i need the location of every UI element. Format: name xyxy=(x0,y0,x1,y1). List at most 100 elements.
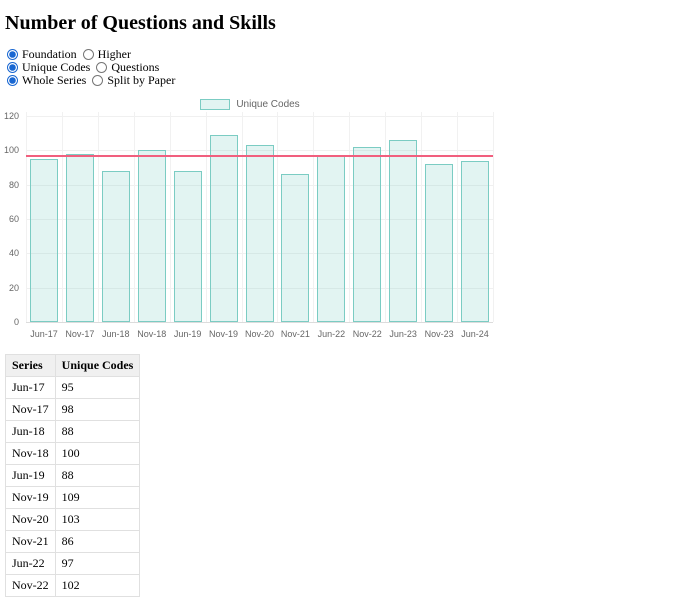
cell-series: Jun-22 xyxy=(5,552,56,575)
gridline-y-80 xyxy=(26,184,493,186)
y-axis-tick-0: 0 xyxy=(13,317,19,327)
cell-series: Jun-18 xyxy=(5,420,56,443)
cell-series: Nov-17 xyxy=(5,398,56,421)
cell-series: Nov-22 xyxy=(5,574,56,597)
gridline-x-8 xyxy=(313,112,315,322)
cell-unique-codes: 102 xyxy=(54,574,141,597)
table-row-nov-22: Nov-22 102 xyxy=(5,574,141,597)
radio-label-unique-codes: Unique Codes xyxy=(22,60,91,74)
bar-chart: Unique Codes 0 20 40 60 80 100 120 Jun-17 Nov-17… xyxy=(0,96,500,346)
bar-nov-22 xyxy=(353,146,382,322)
gridline-x-2 xyxy=(97,112,99,322)
cell-unique-codes: 88 xyxy=(54,464,141,487)
gridline-y-120 xyxy=(26,116,493,117)
bar-jun-22 xyxy=(317,155,346,322)
gridline-x-7 xyxy=(277,112,279,322)
gridline-y-0 xyxy=(26,322,493,323)
gridline-x-11 xyxy=(421,112,423,322)
x-axis-tick-jun-18: Jun-18 xyxy=(102,329,130,339)
radio-label-split-by-paper: Split by Paper xyxy=(107,73,176,87)
radio-option-whole-series[interactable]: Whole Series xyxy=(7,74,86,86)
cell-series: Nov-19 xyxy=(5,486,56,509)
radio-input-unique-codes[interactable] xyxy=(7,61,18,73)
x-axis-tick-jun-22: Jun-22 xyxy=(317,329,346,339)
cell-unique-codes: 103 xyxy=(54,508,141,531)
column-header-series: Series xyxy=(5,354,56,377)
bar-jun-23 xyxy=(389,140,418,322)
radio-label-whole-series: Whole Series xyxy=(22,73,87,87)
cell-unique-codes: 86 xyxy=(54,530,141,553)
y-axis-tick-20: 20 xyxy=(8,282,19,293)
radio-input-whole-series[interactable] xyxy=(7,74,18,86)
radio-input-questions[interactable] xyxy=(96,61,108,73)
cell-series: Jun-17 xyxy=(5,376,56,399)
y-axis-tick-120: 120 xyxy=(3,111,19,121)
gridline-x-10 xyxy=(385,112,387,322)
cell-series: Nov-18 xyxy=(5,442,56,465)
gridline-x-4 xyxy=(169,112,171,322)
bar-nov-18 xyxy=(137,150,166,322)
bar-jun-17 xyxy=(29,158,58,322)
radio-option-higher[interactable]: Higher xyxy=(82,48,131,60)
legend-swatch-icon xyxy=(200,99,231,110)
gridline-x-3 xyxy=(133,112,135,322)
table-row-jun-17: Jun-17 95 xyxy=(5,376,141,399)
x-axis-tick-nov-23: Nov-23 xyxy=(424,329,454,339)
radio-option-foundation[interactable]: Foundation xyxy=(7,48,77,60)
y-axis-tick-80: 80 xyxy=(8,179,19,190)
y-axis-tick-40: 40 xyxy=(8,248,19,259)
bar-jun-24 xyxy=(461,160,490,322)
gridline-x-5 xyxy=(205,112,207,322)
table-row-nov-20: Nov-20 103 xyxy=(5,508,141,531)
gridline-y-100 xyxy=(26,150,493,152)
radio-input-foundation[interactable] xyxy=(7,48,18,60)
gridline-x-6 xyxy=(241,112,243,322)
gridline-y-60 xyxy=(26,219,493,220)
cell-unique-codes: 97 xyxy=(54,552,141,575)
radio-input-split-by-paper[interactable] xyxy=(92,74,104,86)
radio-option-split-by-paper[interactable]: Split by Paper xyxy=(92,74,175,86)
x-axis-tick-nov-20: Nov-20 xyxy=(244,329,274,339)
bar-nov-20 xyxy=(245,145,274,322)
table-row-jun-22: Jun-22 97 xyxy=(5,552,141,575)
table-header: Series Unique Codes xyxy=(5,354,141,377)
chart-legend: Unique Codes xyxy=(0,99,500,110)
table-row-jun-18: Jun-18 88 xyxy=(5,420,141,443)
table-row-nov-18: Nov-18 100 xyxy=(5,442,141,465)
bar-jun-19 xyxy=(173,170,202,322)
cell-unique-codes: 100 xyxy=(54,442,141,465)
gridline-x-13 xyxy=(493,112,494,322)
gridline-y-20 xyxy=(26,287,493,289)
cell-series: Jun-19 xyxy=(5,464,56,487)
column-header-unique-codes: Unique Codes xyxy=(54,354,141,377)
x-axis-tick-nov-21: Nov-21 xyxy=(280,329,310,339)
cell-unique-codes: 88 xyxy=(54,420,141,443)
x-axis-tick-jun-23: Jun-23 xyxy=(389,329,417,339)
data-table: Series Unique Codes Jun-17 95 Nov-17 98 Jun-1… xyxy=(5,354,141,597)
page-title: Number of Questions and Skills xyxy=(5,12,276,34)
x-axis-tick-nov-17: Nov-17 xyxy=(65,329,95,339)
bar-nov-21 xyxy=(281,174,310,322)
radio-input-higher[interactable] xyxy=(82,48,94,60)
bar-nov-19 xyxy=(209,134,238,322)
radio-group-tier: Foundation Higher xyxy=(7,48,700,60)
gridline-x-12 xyxy=(457,112,459,322)
cell-unique-codes: 95 xyxy=(54,376,141,399)
radio-option-questions[interactable]: Questions xyxy=(96,61,159,73)
x-axis-tick-jun-19: Jun-19 xyxy=(173,329,202,339)
radio-label-foundation: Foundation xyxy=(22,47,77,61)
cell-unique-codes: 98 xyxy=(54,398,141,421)
cell-series: Nov-21 xyxy=(5,530,56,553)
table-row-nov-21: Nov-21 86 xyxy=(5,530,141,553)
radio-controls: Foundation Higher Unique Codes Questions Who… xyxy=(7,48,700,86)
legend-label: Unique Codes xyxy=(236,99,300,110)
x-axis-tick-nov-22: Nov-22 xyxy=(352,329,382,339)
radio-option-unique-codes[interactable]: Unique Codes xyxy=(7,61,90,73)
table-row-jun-19: Jun-19 88 xyxy=(5,464,141,487)
bar-nov-23 xyxy=(425,164,454,322)
gridline-x-9 xyxy=(349,112,351,322)
chart-plot-area xyxy=(26,112,494,323)
cell-unique-codes: 109 xyxy=(54,486,141,509)
average-line xyxy=(26,154,493,157)
y-axis-tick-100: 100 xyxy=(3,145,19,156)
